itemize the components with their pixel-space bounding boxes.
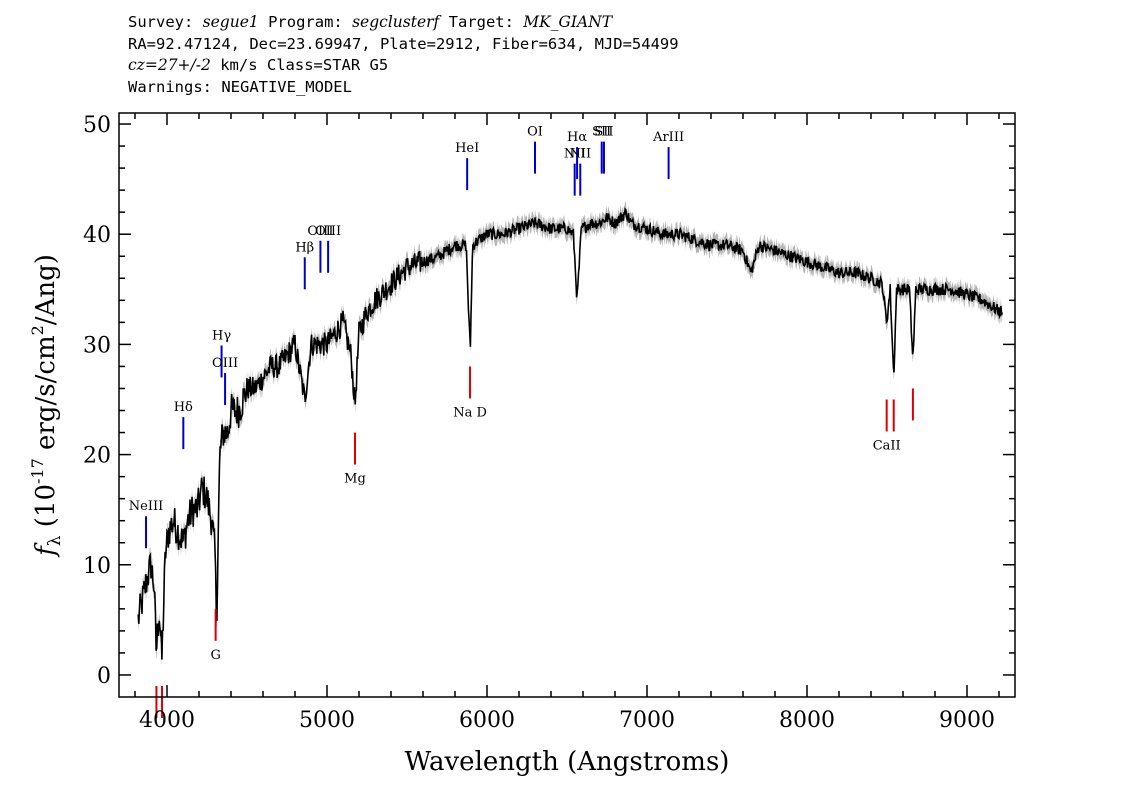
emission-line-label: HeI — [455, 141, 479, 156]
header-line-3: cz=27+/-2 km/s Class=STAR G5 — [128, 55, 679, 77]
y-tick-label: 30 — [83, 333, 111, 358]
x-tick-label: 8000 — [779, 708, 835, 733]
flux-error-band — [138, 201, 1003, 668]
y-tick-label: 0 — [97, 664, 111, 689]
survey-label: Survey: — [128, 13, 194, 31]
axes: 4000 5000 6000 7000 8000 9000 0 10 20 30 40 50 — [83, 113, 1015, 733]
y-tick-label: 50 — [83, 113, 111, 138]
program-value: segclusterf — [352, 13, 440, 31]
emission-line-label: Hβ — [295, 240, 314, 255]
header-line-2: RA=92.47124, Dec=23.69947, Plate=2912, F… — [128, 34, 679, 53]
y-tick-label: 20 — [83, 444, 111, 469]
absorption-line-label: Na D — [453, 405, 487, 420]
y-axis-label-sub: λ — [45, 535, 65, 546]
emission-line-label: OI — [527, 125, 543, 140]
y-tick-label: 40 — [83, 223, 111, 248]
emission-line-label: OIII — [315, 224, 341, 239]
y-axis-label: fλ (10-17 erg/s/cm2/Ang) — [28, 254, 65, 558]
target-label: Target: — [448, 13, 514, 31]
survey-value: segue1 — [202, 13, 259, 31]
emission-line-label: NeIII — [129, 499, 163, 514]
emission-line-label: OIII — [212, 356, 238, 371]
plot-frame — [118, 112, 1016, 698]
x-tick-label: 5000 — [299, 708, 355, 733]
emission-line-label: Hδ — [174, 400, 193, 415]
emission-line-label: OIII — [307, 224, 333, 239]
x-tick-label: 6000 — [459, 708, 515, 733]
absorption-line-label: CaII — [873, 438, 901, 453]
x-tick-label: 9000 — [939, 708, 995, 733]
plot-content: NeIIIHδHγOIIIHβOIIIOIIIHeIOINIIHαNIISIIS… — [129, 125, 1003, 718]
emission-line-label: NII — [569, 147, 591, 162]
target-value: MK_GIANT — [523, 13, 613, 31]
cz-value: cz=27+/-2 — [128, 56, 211, 74]
emission-line-label: Hα — [567, 130, 587, 145]
emission-line-label: ArIII — [652, 130, 684, 145]
flux-line — [137, 207, 1003, 660]
class-value: km/s Class=STAR G5 — [210, 56, 389, 74]
emission-line-label: SII — [594, 125, 613, 140]
x-axis-label: Wavelength (Angstroms) — [405, 747, 730, 777]
x-tick-label: 4000 — [139, 708, 195, 733]
emission-line-label: NII — [564, 147, 586, 162]
y-tick-label: 10 — [83, 554, 111, 579]
header-line-1: Survey: segue1 Program: segclusterf Targ… — [128, 12, 679, 34]
program-label: Program: — [268, 13, 343, 31]
spectrum-header: Survey: segue1 Program: segclusterf Targ… — [128, 12, 679, 98]
header-line-4: Warnings: NEGATIVE_MODEL — [128, 77, 352, 96]
emission-line-label: Hγ — [212, 328, 231, 343]
absorption-line-label: G — [210, 648, 220, 663]
x-tick-label: 7000 — [619, 708, 675, 733]
emission-line-label: SII — [592, 125, 611, 140]
absorption-line-label: Mg — [344, 472, 366, 487]
